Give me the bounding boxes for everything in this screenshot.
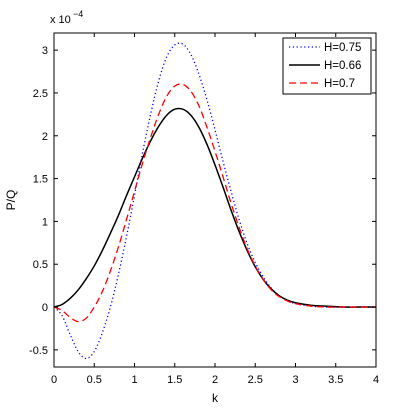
y-exponent-power: −4 xyxy=(73,9,83,19)
y-tick-label: 0.5 xyxy=(33,259,48,271)
x-tick-label: 2.5 xyxy=(248,374,263,386)
x-tick-label: 3.5 xyxy=(328,374,343,386)
legend-label: H=0.75 xyxy=(324,42,361,54)
x-tick-label: 3 xyxy=(292,374,298,386)
x-tick-label: 0 xyxy=(51,374,57,386)
x-tick-label: 1 xyxy=(131,374,137,386)
series-line-H=0.7 xyxy=(53,83,376,323)
series-layer xyxy=(53,42,376,360)
series-line-H=0.75 xyxy=(53,42,376,360)
legend-label: H=0.66 xyxy=(324,60,361,72)
series-line-H=0.66 xyxy=(53,107,376,308)
x-tick-label: 0.5 xyxy=(87,374,102,386)
x-tick-label: 2 xyxy=(212,374,218,386)
x-tick-label: 1.5 xyxy=(167,374,182,386)
tick-layer: 0 0.5 1 1.5 2 2.5 3 3.5 4 -0.5 0 0.5 1 1.5 2 2.5 3 xyxy=(29,33,379,386)
y-tick-label: 3 xyxy=(42,45,48,57)
y-exponent-base: x 10 xyxy=(50,14,71,26)
y-tick-label: 2 xyxy=(42,131,48,143)
y-tick-label: 1 xyxy=(42,216,48,228)
legend-label: H=0.7 xyxy=(324,78,355,90)
x-axis-label: k xyxy=(212,391,219,405)
x-tick-label: 4 xyxy=(373,374,379,386)
y-tick-label: 2.5 xyxy=(33,88,48,100)
legend: H=0.75 H=0.66 H=0.7 xyxy=(282,37,372,95)
y-tick-label: -0.5 xyxy=(29,345,48,357)
y-tick-label: 1.5 xyxy=(33,174,48,186)
y-axis-label: P/Q xyxy=(4,190,18,211)
y-tick-label: 0 xyxy=(42,302,48,314)
legend-items: H=0.75 H=0.66 H=0.7 xyxy=(289,42,361,90)
